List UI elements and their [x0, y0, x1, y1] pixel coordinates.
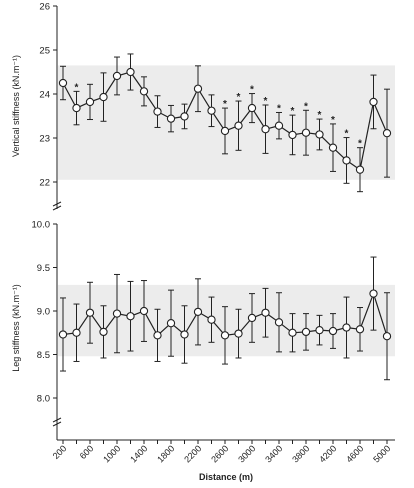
vertical-stiffness-data-point — [180, 112, 189, 121]
leg-stiffness-data-point — [207, 315, 216, 324]
vertical-stiffness-data-point — [153, 107, 162, 116]
vertical-stiffness-significance-marker: * — [304, 101, 308, 112]
leg-stiffness-data-point — [153, 331, 162, 340]
leg-stiffness-data-point — [166, 319, 176, 328]
vertical-stiffness-significance-marker: * — [277, 103, 281, 114]
vertical-stiffness-significance-marker: * — [264, 96, 268, 107]
leg-stiffness-data-point — [301, 327, 311, 337]
vertical-stiffness-axis-label: Vertical stiffness (kN.m⁻¹) — [11, 55, 21, 157]
vertical-stiffness-data-point — [369, 97, 378, 107]
x-tick-label: 3000 — [236, 443, 257, 464]
x-tick-label: 5000 — [371, 443, 392, 464]
leg-stiffness-y-tick-label: 9.5 — [37, 263, 50, 274]
distance-axis-label: Distance (m) — [199, 472, 253, 482]
vertical-stiffness-data-point — [72, 103, 81, 113]
leg-stiffness-y-tick-label: 9.0 — [37, 307, 50, 318]
vertical-stiffness-y-tick-label: 25 — [39, 46, 50, 57]
x-tick-label: 600 — [78, 443, 96, 461]
leg-stiffness-data-point — [180, 330, 189, 339]
x-tick-label: 3400 — [263, 443, 284, 464]
vertical-stiffness-data-point — [207, 106, 216, 115]
leg-stiffness-data-point — [139, 306, 149, 316]
leg-stiffness-data-point — [58, 330, 68, 339]
vertical-stiffness-y-tick-label: 24 — [39, 90, 50, 101]
x-tick-label: 2200 — [182, 443, 203, 464]
leg-stiffness-data-point — [342, 323, 351, 332]
x-tick-label: 1000 — [101, 443, 122, 464]
leg-stiffness-y-tick-label: 8.5 — [37, 350, 50, 361]
vertical-stiffness-data-point — [99, 92, 108, 102]
leg-stiffness-panel: 8.0 8.5 9.0 9.5 10.0 200 600 1000 1400 1800 2200 26… — [32, 220, 395, 465]
leg-stiffness-data-point — [382, 332, 392, 341]
vertical-stiffness-data-point — [288, 130, 297, 140]
vertical-stiffness-significance-marker: * — [237, 92, 241, 103]
vertical-stiffness-data-point — [85, 97, 95, 107]
vertical-stiffness-data-point — [355, 165, 365, 174]
vertical-stiffness-data-point — [301, 128, 311, 137]
leg-stiffness-data-point — [234, 329, 243, 338]
vertical-stiffness-y-tick-label: 26 — [39, 2, 50, 13]
vertical-stiffness-data-point — [166, 114, 176, 123]
x-tick-label: 1400 — [128, 443, 149, 464]
vertical-stiffness-panel: 22 23 24 25 26 * * * * * * * * * * * * — [39, 2, 395, 211]
x-tick-label: 2600 — [209, 443, 230, 464]
vertical-stiffness-data-point — [261, 125, 270, 134]
vertical-stiffness-data-point — [315, 130, 324, 139]
x-tick-label: 4600 — [344, 443, 365, 464]
leg-stiffness-axis-break-mark — [52, 421, 62, 427]
leg-stiffness-data-point — [315, 325, 324, 335]
leg-stiffness-data-point — [85, 308, 95, 317]
vertical-stiffness-data-point — [382, 129, 392, 138]
vertical-stiffness-data-point — [234, 121, 243, 130]
vertical-stiffness-axis-break-mark — [52, 201, 62, 207]
vertical-stiffness-shaded-band — [58, 65, 395, 180]
vertical-stiffness-data-point — [220, 126, 230, 136]
leg-stiffness-data-point — [112, 309, 122, 318]
leg-stiffness-y-tick-label: 8.0 — [37, 394, 50, 405]
vertical-stiffness-y-tick-label: 23 — [39, 134, 50, 145]
vertical-stiffness-data-point — [342, 156, 351, 165]
vertical-stiffness-significance-marker: * — [345, 129, 349, 140]
vertical-stiffness-y-tick-label: 22 — [39, 178, 50, 189]
leg-stiffness-data-point — [72, 328, 81, 337]
leg-stiffness-data-point — [220, 331, 230, 340]
leg-stiffness-data-point — [126, 312, 135, 321]
leg-stiffness-y-tick-label: 10.0 — [32, 220, 51, 231]
vertical-stiffness-axis-break-mark — [52, 205, 62, 211]
vertical-stiffness-data-point — [193, 84, 203, 93]
x-tick-label: 1800 — [155, 443, 176, 464]
x-tick-label: 4200 — [317, 443, 338, 464]
leg-stiffness-shaded-band — [58, 284, 395, 357]
leg-stiffness-data-point — [274, 318, 284, 327]
vertical-stiffness-significance-marker: * — [358, 139, 362, 150]
leg-stiffness-data-point — [355, 325, 365, 334]
leg-stiffness-data-point — [99, 327, 108, 337]
vertical-stiffness-data-point — [126, 67, 135, 77]
leg-stiffness-axis-label: Leg stiffness (kN.m⁻¹) — [11, 284, 21, 372]
vertical-stiffness-data-point — [112, 71, 122, 81]
vertical-stiffness-data-point — [247, 103, 257, 113]
vertical-stiffness-data-point — [139, 87, 149, 96]
vertical-stiffness-significance-marker: * — [223, 99, 227, 110]
leg-stiffness-data-point — [193, 307, 203, 317]
vertical-stiffness-data-point — [328, 143, 338, 152]
leg-stiffness-data-point — [247, 313, 257, 323]
leg-stiffness-axis-break-mark — [52, 417, 62, 423]
x-tick-label: 200 — [51, 443, 69, 461]
leg-stiffness-data-point — [288, 328, 297, 337]
vertical-stiffness-data-point — [274, 121, 284, 130]
vertical-stiffness-data-point — [58, 78, 68, 88]
leg-stiffness-data-point — [261, 308, 270, 317]
x-tick-label: 3800 — [290, 443, 311, 464]
vertical-stiffness-significance-marker: * — [331, 115, 335, 126]
vertical-stiffness-significance-marker: * — [75, 82, 79, 93]
leg-stiffness-data-point — [328, 326, 338, 336]
vertical-stiffness-significance-marker: * — [318, 110, 322, 121]
vertical-stiffness-significance-marker: * — [291, 106, 295, 117]
leg-stiffness-data-point — [369, 289, 378, 298]
vertical-stiffness-significance-marker: * — [250, 85, 254, 96]
